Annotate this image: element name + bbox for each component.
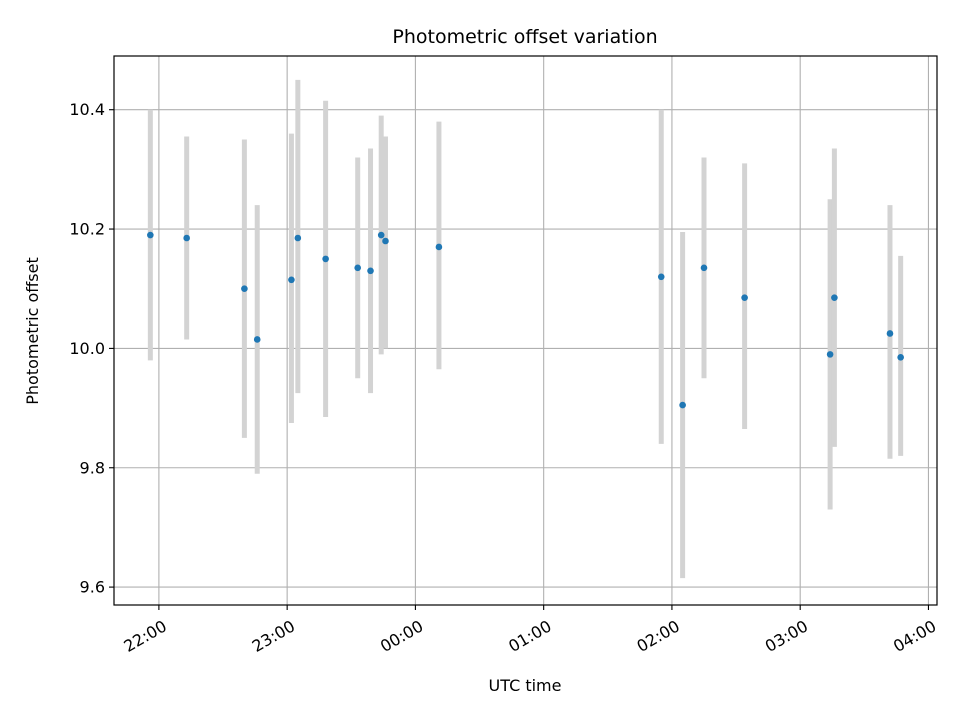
data-point: [831, 294, 838, 301]
data-point: [294, 234, 302, 242]
data-point: [741, 294, 748, 301]
data-point: [826, 351, 834, 358]
data-point: [183, 234, 190, 242]
y-tick-label: 9.8: [80, 458, 105, 477]
y-tick-label: 10.0: [69, 339, 105, 358]
y-tick-label: 10.4: [69, 100, 105, 119]
data-point: [897, 354, 904, 361]
data-point: [367, 267, 374, 275]
data-point: [288, 276, 295, 284]
y-axis-ticks: 9.6 9.8 10.0 10.2 10.4: [69, 100, 114, 597]
data-point: [886, 330, 894, 337]
data-point: [147, 231, 154, 239]
data-point: [241, 285, 248, 293]
data-point: [253, 336, 261, 343]
data-point: [657, 273, 665, 281]
data-points: [147, 231, 904, 409]
data-point: [322, 255, 329, 263]
data-point: [377, 231, 385, 239]
y-tick-label: 9.6: [80, 578, 105, 597]
data-point: [435, 243, 443, 251]
y-axis-label: Photometric offset: [23, 257, 42, 405]
data-point: [354, 264, 361, 272]
chart-title: Photometric offset variation: [392, 26, 657, 48]
grid: [114, 56, 937, 605]
data-point: [700, 264, 708, 272]
data-point: [679, 401, 686, 409]
y-tick-label: 10.2: [69, 220, 105, 239]
data-point: [382, 237, 389, 245]
x-axis-label: UTC time: [489, 676, 562, 695]
plot-frame: [113, 55, 938, 606]
